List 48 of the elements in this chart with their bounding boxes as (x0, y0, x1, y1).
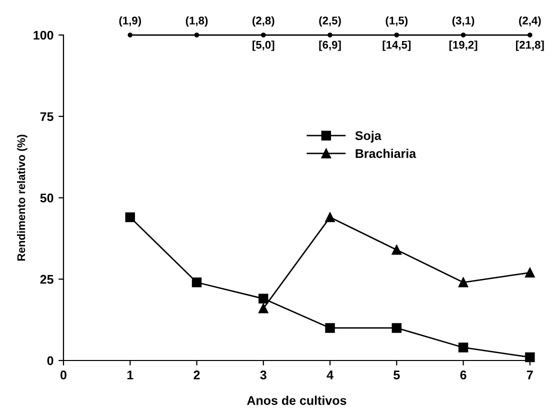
point (392, 244, 402, 255)
x-tick-label: 4 (326, 370, 334, 380)
x-tick-label: 6 (460, 370, 466, 380)
annotation: (1,5) (386, 16, 408, 27)
annotation: (2,8) (252, 16, 274, 27)
point (194, 32, 200, 38)
point (527, 32, 532, 38)
annotation: [21,8] (516, 40, 544, 51)
point (525, 268, 535, 278)
point (258, 294, 268, 304)
annotation: [14,5] (382, 40, 411, 51)
y-tick-label: 100 (34, 30, 54, 40)
point (325, 212, 335, 222)
point (458, 278, 468, 288)
x-tick-label: 1 (127, 370, 134, 380)
point (392, 323, 402, 333)
annotation: (1,9) (119, 16, 141, 27)
annotation: [5,0] (252, 40, 274, 51)
y-tick-label: 0 (47, 356, 54, 366)
point (125, 212, 135, 222)
point (394, 32, 400, 38)
annotation: (2,5) (319, 16, 341, 27)
point (328, 32, 332, 38)
point (325, 323, 335, 333)
y-tick-label: 50 (40, 194, 54, 202)
x-tick-label: 2 (194, 370, 200, 380)
annotation: (2,4) (519, 16, 541, 27)
x-tick-label: 0 (60, 370, 66, 380)
point (128, 32, 133, 38)
x-tick-label: 3 (260, 370, 266, 380)
point (460, 32, 466, 38)
y-tick-label: 25 (40, 274, 54, 284)
y-tick-label: 75 (40, 112, 54, 122)
point (260, 32, 266, 38)
point (258, 304, 268, 314)
annotation: [19,2] (449, 40, 478, 51)
annotation: [6,9] (319, 40, 341, 51)
x-axis-title: Anos de cultivos (247, 396, 346, 405)
x-tick-label: 5 (394, 370, 400, 380)
point (192, 278, 202, 288)
point (458, 342, 468, 352)
legend-label: Brachiaria (356, 148, 416, 158)
annotation: (3,1) (452, 16, 474, 27)
legend-label: Soja (355, 130, 382, 143)
annotation: (1,8) (186, 16, 208, 27)
point (525, 352, 535, 362)
y-axis-title: Rendimento relativo (%) (16, 134, 28, 261)
x-tick-label: 7 (526, 370, 533, 380)
